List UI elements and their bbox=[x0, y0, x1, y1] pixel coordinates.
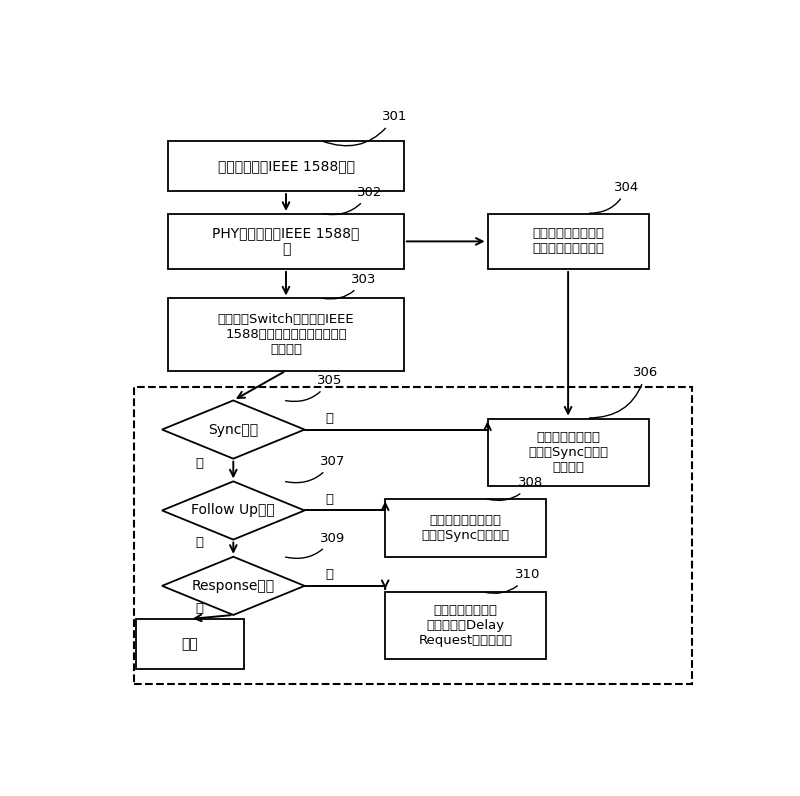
Text: 丢弃: 丢弃 bbox=[182, 637, 198, 651]
Text: PHY模块接收到IEEE 1588报
文: PHY模块接收到IEEE 1588报 文 bbox=[212, 226, 360, 256]
Text: 302: 302 bbox=[323, 185, 382, 215]
Bar bbox=[168, 298, 404, 371]
Text: 303: 303 bbox=[323, 273, 376, 299]
Text: 301: 301 bbox=[322, 111, 407, 146]
Bar bbox=[487, 419, 649, 486]
Text: 304: 304 bbox=[590, 181, 640, 213]
Text: 否: 否 bbox=[195, 603, 203, 615]
Text: 是: 是 bbox=[326, 493, 334, 506]
Text: 310: 310 bbox=[484, 568, 541, 593]
Text: 是: 是 bbox=[326, 412, 334, 425]
Bar bbox=[136, 619, 244, 669]
Polygon shape bbox=[162, 400, 305, 458]
Bar bbox=[386, 498, 546, 556]
Text: Sync报文: Sync报文 bbox=[208, 423, 258, 436]
Bar bbox=[487, 214, 649, 269]
Text: 309: 309 bbox=[286, 532, 345, 558]
Text: 否: 否 bbox=[195, 536, 203, 548]
Text: 308: 308 bbox=[487, 476, 543, 501]
Text: 305: 305 bbox=[286, 374, 342, 401]
Text: 否: 否 bbox=[195, 458, 203, 470]
Text: 本地时间记录寄存
器记录Sync报文的
到达时间: 本地时间记录寄存 器记录Sync报文的 到达时间 bbox=[528, 431, 608, 474]
Bar bbox=[168, 214, 404, 269]
Polygon shape bbox=[162, 556, 305, 615]
Polygon shape bbox=[162, 482, 305, 540]
Bar bbox=[134, 387, 692, 684]
Text: 解析报文，得到主设
备发送Sync报文时间: 解析报文，得到主设 备发送Sync报文时间 bbox=[422, 513, 510, 541]
Text: 是: 是 bbox=[326, 568, 334, 581]
Text: Response报文: Response报文 bbox=[192, 579, 275, 593]
Bar bbox=[168, 141, 404, 191]
Text: 本地时间记录寄存器
记录该报文到达时间: 本地时间记录寄存器 记录该报文到达时间 bbox=[532, 228, 604, 256]
Text: 交换机（Switch）模块将IEEE
1588报文交换给时间截报文收
发子模块: 交换机（Switch）模块将IEEE 1588报文交换给时间截报文收 发子模块 bbox=[218, 313, 354, 356]
Text: 306: 306 bbox=[590, 366, 658, 418]
Text: Follow Up报文: Follow Up报文 bbox=[191, 503, 275, 517]
Text: 307: 307 bbox=[286, 455, 345, 482]
Bar bbox=[386, 592, 546, 659]
Text: 对端设备发送IEEE 1588报文: 对端设备发送IEEE 1588报文 bbox=[218, 159, 354, 173]
Text: 解析报文，得到主
设备接收到Delay
Request报文的时间: 解析报文，得到主 设备接收到Delay Request报文的时间 bbox=[418, 604, 513, 647]
